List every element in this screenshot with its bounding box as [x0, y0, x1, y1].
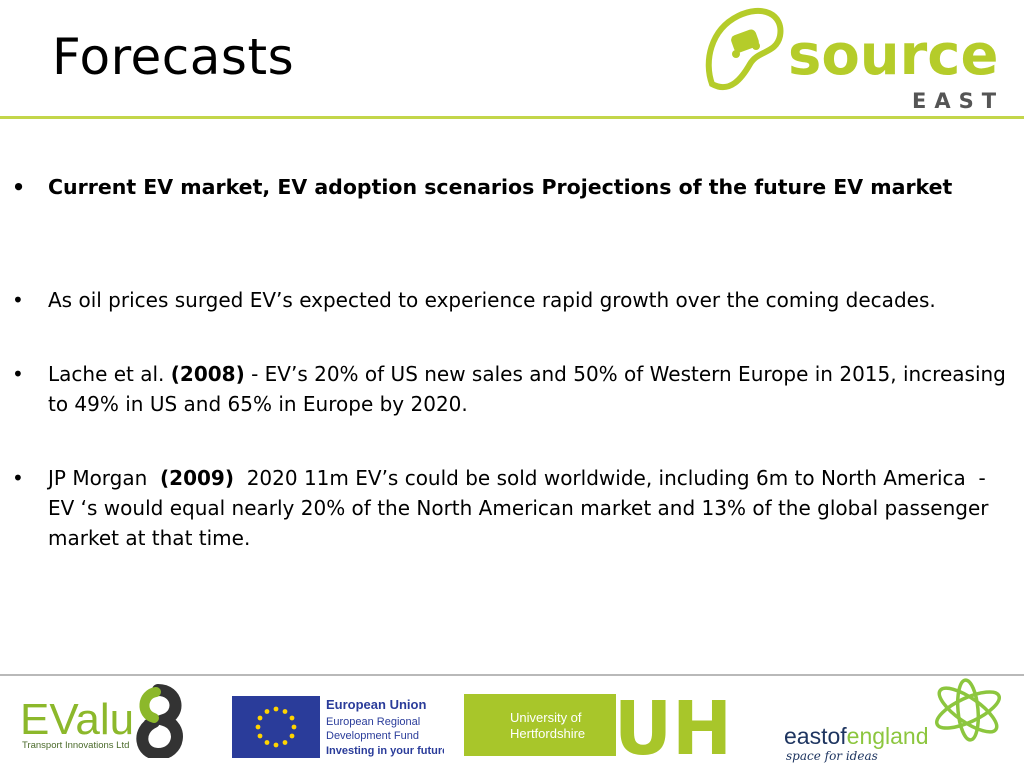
- eu-line: Development Fund: [326, 730, 419, 742]
- evalu-logo: EValu Transport Innovations Ltd: [20, 684, 183, 758]
- eight-mark-icon: [136, 684, 183, 758]
- eu-line: European Regional: [326, 716, 420, 728]
- east-of-england-logo: eastofengland space for ideas: [784, 678, 1001, 763]
- slide-title: Forecasts: [52, 28, 295, 86]
- footer-divider: [0, 674, 1024, 676]
- bullet-dot: •: [12, 362, 24, 386]
- atom-swirl-icon: [935, 678, 1001, 742]
- eoe-wordmark-a: eastof: [784, 723, 847, 749]
- bullet-text: As oil prices surged EV’s expected to ex…: [48, 288, 936, 312]
- plug-car-icon: [705, 7, 784, 91]
- bullet-dot: •: [12, 466, 24, 490]
- bullet-prefix: Lache et al.: [48, 362, 171, 386]
- bullet-item: • Lache et al. (2008) - EV’s 20% of US n…: [12, 359, 1010, 419]
- uh-line: University of: [510, 710, 582, 725]
- source-wordmark: source: [788, 23, 998, 88]
- evalu-subtitle: Transport Innovations Ltd: [22, 740, 129, 751]
- bullet-year: (2009): [160, 466, 234, 490]
- uh-panel: [464, 694, 616, 756]
- uh-logo: University of Hertfordshire UH: [464, 694, 732, 758]
- eu-line: Investing in your future: [326, 745, 444, 757]
- header-divider: [0, 116, 1024, 119]
- bullet-item: • JP Morgan (2009) 2020 11m EV’s could b…: [12, 463, 1010, 553]
- eu-erdf-logo: European Union European Regional Develop…: [232, 696, 444, 758]
- bullet-prefix: JP Morgan: [48, 466, 161, 490]
- eu-title: European Union: [326, 697, 426, 712]
- uh-mark: UH: [614, 694, 732, 758]
- eu-stars-icon: [255, 706, 297, 748]
- eu-flag-icon: [232, 696, 320, 758]
- bullet-dot: •: [12, 175, 26, 199]
- bullet-year: (2008): [170, 362, 245, 386]
- bullet-text: Current EV market, EV adoption scenarios…: [48, 175, 953, 199]
- bullet-item: • As oil prices surged EV’s expected to …: [12, 285, 1010, 315]
- eoe-wordmark: eastofengland: [784, 723, 929, 749]
- bullet-text: 2020 11m EV’s could be sold worldwide, i…: [48, 466, 995, 550]
- evalu-wordmark: EValu: [20, 695, 134, 744]
- bullet-item: • Current EV market, EV adoption scenari…: [12, 172, 1010, 202]
- uh-line: Hertfordshire: [510, 726, 585, 741]
- source-region: EAST: [912, 89, 1004, 113]
- bullet-text: - EV’s 20% of US new sales and 50% of We…: [48, 362, 1006, 416]
- bullet-dot: •: [12, 288, 24, 312]
- eoe-tagline: space for ideas: [786, 749, 878, 763]
- source-east-logo: source EAST: [705, 7, 1004, 113]
- eoe-wordmark-b: england: [847, 723, 929, 749]
